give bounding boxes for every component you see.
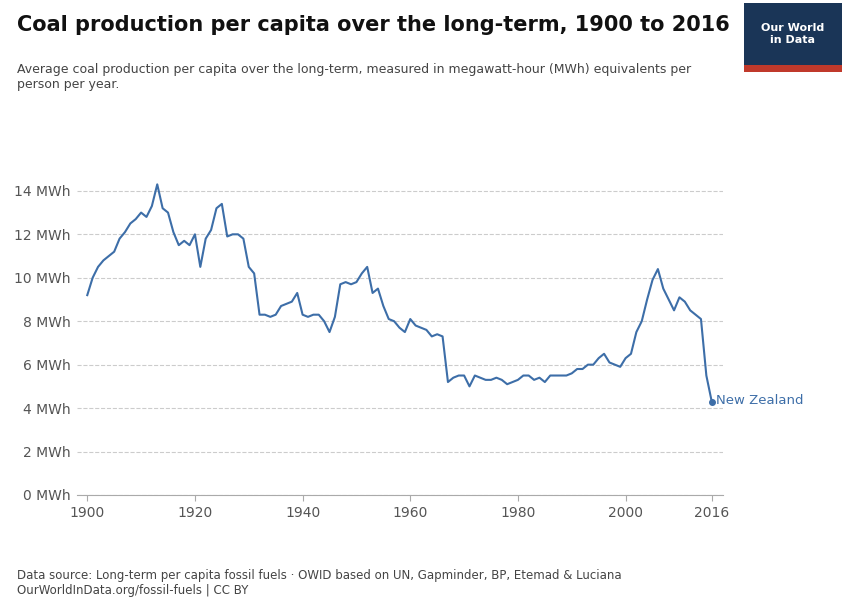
- Text: Coal production per capita over the long-term, 1900 to 2016: Coal production per capita over the long…: [17, 15, 730, 35]
- Text: Our World
in Data: Our World in Data: [761, 23, 824, 44]
- Text: New Zealand: New Zealand: [716, 394, 803, 407]
- Text: Average coal production per capita over the long-term, measured in megawatt-hour: Average coal production per capita over …: [17, 63, 691, 91]
- Text: Data source: Long-term per capita fossil fuels · OWID based on UN, Gapminder, BP: Data source: Long-term per capita fossil…: [17, 569, 621, 597]
